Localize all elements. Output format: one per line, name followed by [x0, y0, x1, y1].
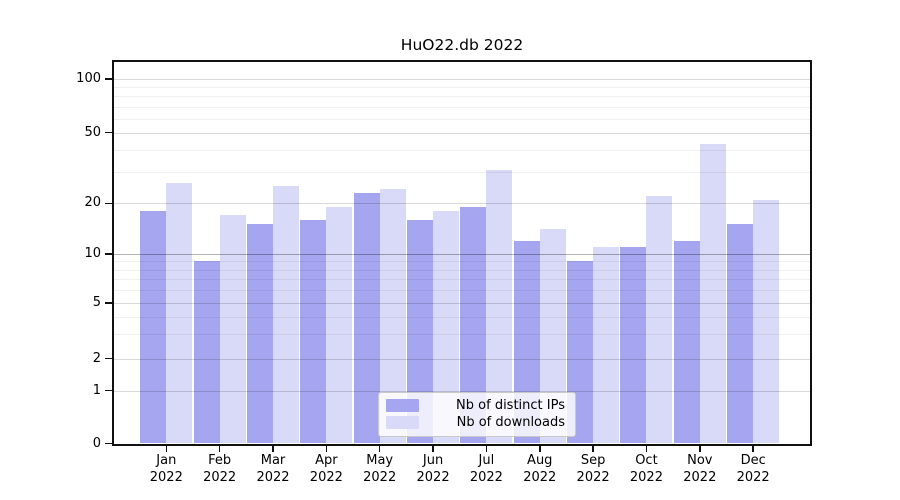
x-tick-label: Dec 2022 — [721, 453, 785, 486]
x-tick-label: Apr 2022 — [294, 453, 358, 486]
x-tick-label: Jul 2022 — [454, 453, 518, 486]
x-tick-label: Sep 2022 — [561, 453, 625, 486]
x-tick-label-year: 2022 — [309, 469, 343, 485]
y-tick-mark — [105, 131, 112, 134]
x-tick-mark — [645, 445, 648, 452]
y-tick-mark — [105, 357, 112, 360]
x-tick-label: May 2022 — [348, 453, 412, 486]
y-tick-mark — [105, 302, 112, 304]
y-tick-label: 50 — [84, 124, 101, 140]
x-tick-mark — [752, 445, 754, 452]
chart-title: HuO22.db 2022 — [400, 36, 524, 54]
x-tick-label-year: 2022 — [736, 469, 770, 485]
x-tick-mark — [699, 445, 701, 452]
y-tick-label: 5 — [92, 295, 101, 310]
plot-frame — [112, 59, 812, 446]
x-tick-label: Jun 2022 — [401, 453, 465, 486]
x-tick-mark — [485, 445, 488, 452]
x-tick-label-year: 2022 — [523, 469, 557, 485]
x-tick-label-year: 2022 — [256, 469, 290, 485]
y-tick-label: 0 — [92, 435, 101, 451]
legend-label-downloads: Nb of downloads — [456, 415, 565, 431]
y-tick-label: 1 — [92, 382, 101, 398]
y-tick-mark — [105, 389, 112, 392]
y-tick-label: 100 — [76, 71, 101, 86]
x-tick-label: Aug 2022 — [508, 453, 572, 486]
y-tick-mark — [105, 442, 112, 445]
x-tick-label-year: 2022 — [683, 469, 717, 485]
x-tick-mark — [165, 445, 168, 452]
x-tick-mark — [592, 445, 594, 452]
x-tick-mark — [218, 445, 221, 452]
x-tick-label-year: 2022 — [629, 469, 663, 485]
x-tick-label: Oct 2022 — [614, 453, 678, 486]
x-tick-label: Feb 2022 — [188, 453, 252, 486]
x-tick-label-year: 2022 — [363, 469, 397, 485]
legend-item-downloads: Nb of downloads — [386, 414, 565, 431]
y-tick-label: 2 — [92, 350, 101, 366]
legend: Nb of distinct IPs Nb of downloads — [378, 391, 576, 437]
x-tick-mark — [432, 445, 434, 452]
y-tick-label: 20 — [84, 195, 101, 211]
x-tick-mark — [272, 445, 274, 452]
y-tick-mark — [105, 253, 112, 255]
y-tick-mark — [105, 202, 112, 205]
x-tick-mark — [538, 445, 541, 452]
x-tick-label-year: 2022 — [416, 469, 450, 485]
x-tick-mark — [325, 445, 328, 452]
x-tick-label-year: 2022 — [576, 469, 610, 485]
y-tick-mark — [105, 78, 112, 80]
x-tick-label: Mar 2022 — [241, 453, 305, 486]
x-tick-label: Jan 2022 — [134, 453, 198, 486]
legend-swatch-downloads — [386, 416, 419, 430]
x-tick-label-year: 2022 — [203, 469, 237, 485]
legend-item-distinct-ips: Nb of distinct IPs — [386, 397, 565, 414]
legend-label-distinct-ips: Nb of distinct IPs — [456, 397, 565, 413]
x-tick-label: Nov 2022 — [668, 453, 732, 486]
x-tick-mark — [378, 445, 381, 452]
x-tick-label-year: 2022 — [149, 469, 183, 485]
x-tick-label-year: 2022 — [469, 469, 503, 485]
y-tick-label: 10 — [84, 246, 101, 261]
legend-swatch-distinct-ips — [386, 398, 419, 412]
